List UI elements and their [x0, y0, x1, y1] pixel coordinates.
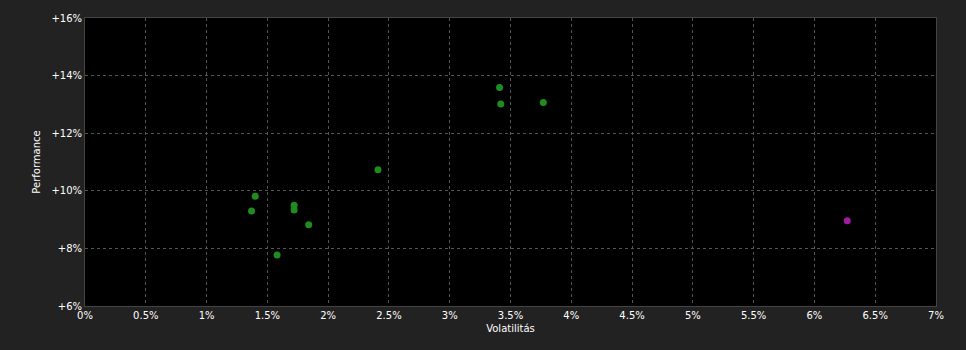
svg-text:6%: 6% — [806, 310, 822, 321]
svg-text:3.5%: 3.5% — [498, 310, 523, 321]
svg-text:5.5%: 5.5% — [741, 310, 766, 321]
svg-text:5%: 5% — [685, 310, 701, 321]
svg-text:+12%: +12% — [51, 128, 82, 139]
svg-text:6.5%: 6.5% — [863, 310, 888, 321]
svg-text:2%: 2% — [320, 310, 336, 321]
svg-text:+14%: +14% — [51, 70, 82, 81]
svg-text:3%: 3% — [442, 310, 458, 321]
svg-text:Volatilitás: Volatilitás — [486, 323, 535, 334]
svg-text:4.5%: 4.5% — [619, 310, 644, 321]
svg-text:2.5%: 2.5% — [376, 310, 401, 321]
svg-text:0%: 0% — [77, 310, 93, 321]
svg-text:4%: 4% — [563, 310, 579, 321]
svg-text:7%: 7% — [928, 310, 944, 321]
svg-text:+8%: +8% — [58, 243, 82, 254]
svg-text:1%: 1% — [199, 310, 215, 321]
svg-text:+10%: +10% — [51, 185, 82, 196]
svg-text:0.5%: 0.5% — [133, 310, 158, 321]
svg-text:Performance: Performance — [31, 130, 42, 193]
svg-text:+16%: +16% — [51, 13, 82, 24]
svg-text:+6%: +6% — [58, 301, 82, 312]
svg-text:1.5%: 1.5% — [255, 310, 280, 321]
